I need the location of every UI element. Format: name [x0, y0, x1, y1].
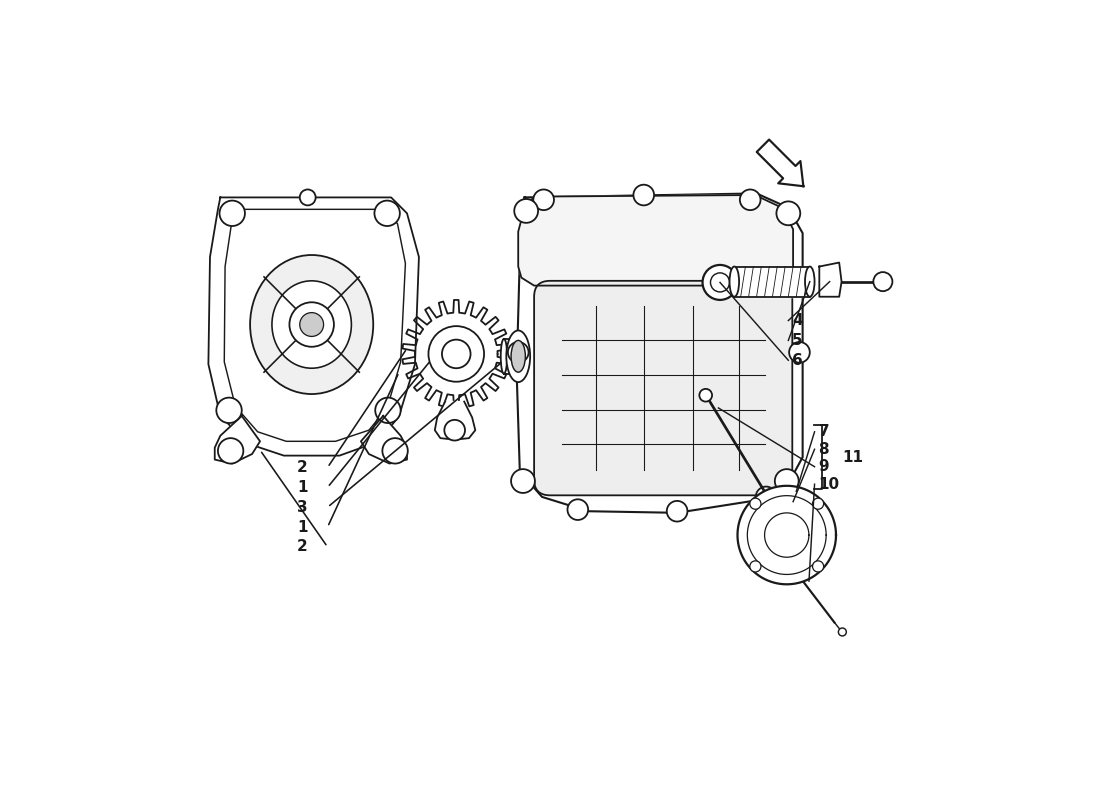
Circle shape — [568, 499, 588, 520]
Circle shape — [711, 273, 729, 292]
Text: 4: 4 — [792, 313, 803, 328]
Text: 3: 3 — [297, 500, 308, 514]
Circle shape — [789, 342, 810, 362]
Circle shape — [813, 498, 824, 510]
Polygon shape — [214, 416, 260, 463]
Text: 11: 11 — [843, 450, 864, 466]
Circle shape — [750, 561, 761, 572]
Circle shape — [813, 561, 824, 572]
Polygon shape — [820, 262, 842, 297]
Circle shape — [703, 265, 737, 300]
Ellipse shape — [512, 341, 526, 372]
Text: 2: 2 — [297, 539, 308, 554]
Circle shape — [289, 302, 334, 346]
Ellipse shape — [500, 339, 507, 374]
Circle shape — [512, 469, 535, 493]
Circle shape — [218, 438, 243, 463]
Ellipse shape — [729, 266, 739, 297]
Circle shape — [750, 498, 761, 510]
Text: 1: 1 — [297, 480, 308, 495]
Polygon shape — [517, 194, 803, 513]
Circle shape — [667, 501, 688, 522]
Circle shape — [777, 202, 801, 226]
Ellipse shape — [272, 281, 351, 368]
Circle shape — [515, 199, 538, 223]
Circle shape — [300, 190, 316, 206]
Ellipse shape — [700, 389, 712, 402]
Ellipse shape — [805, 266, 814, 297]
Circle shape — [217, 398, 242, 423]
Circle shape — [740, 190, 760, 210]
Circle shape — [756, 486, 777, 507]
Circle shape — [508, 342, 529, 362]
Ellipse shape — [517, 339, 522, 374]
Polygon shape — [208, 198, 419, 456]
Text: 5: 5 — [792, 333, 803, 348]
Text: 7: 7 — [818, 424, 829, 439]
Text: 2: 2 — [297, 460, 308, 475]
Circle shape — [442, 340, 471, 368]
Text: 9: 9 — [818, 459, 829, 474]
Circle shape — [634, 185, 654, 206]
Circle shape — [300, 313, 323, 337]
FancyBboxPatch shape — [535, 281, 792, 495]
Ellipse shape — [506, 330, 530, 382]
Text: 6: 6 — [792, 353, 803, 368]
Text: 1: 1 — [297, 520, 308, 534]
Polygon shape — [361, 416, 407, 463]
Polygon shape — [757, 139, 803, 186]
Circle shape — [429, 326, 484, 382]
Circle shape — [374, 201, 400, 226]
Polygon shape — [518, 195, 793, 286]
Polygon shape — [737, 486, 836, 584]
Circle shape — [375, 398, 400, 423]
Ellipse shape — [838, 628, 846, 636]
Circle shape — [444, 420, 465, 441]
Circle shape — [534, 190, 554, 210]
Ellipse shape — [250, 255, 373, 394]
Circle shape — [774, 469, 799, 493]
Text: 10: 10 — [818, 477, 839, 492]
Text: 8: 8 — [818, 442, 829, 457]
Polygon shape — [434, 402, 475, 440]
Circle shape — [873, 272, 892, 291]
Polygon shape — [735, 266, 810, 297]
Circle shape — [220, 201, 245, 226]
Circle shape — [383, 438, 408, 463]
